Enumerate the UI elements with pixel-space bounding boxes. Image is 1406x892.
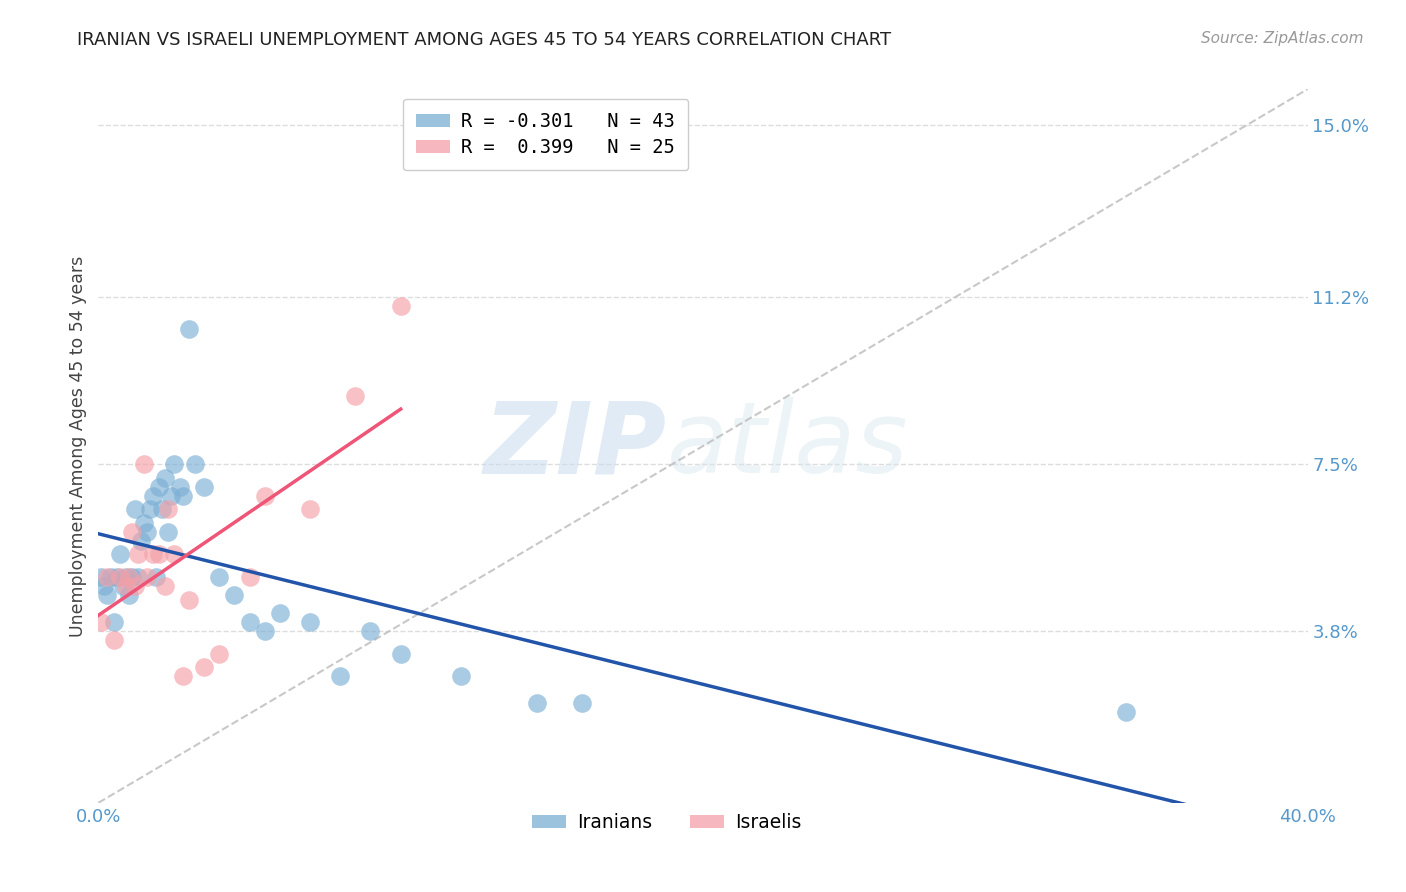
Point [224,588,246,602]
Point [344,389,367,403]
Point [299,615,322,629]
Point [169,480,191,494]
Point [145,570,167,584]
Text: Source: ZipAtlas.com: Source: ZipAtlas.com [1201,31,1364,46]
Point [253,624,276,639]
Legend: Iranians, Israelis: Iranians, Israelis [524,805,808,839]
Point [90,570,112,584]
Point [132,516,155,530]
Point [172,489,194,503]
Point [148,548,170,562]
Point [118,570,141,584]
Point [172,669,194,683]
Point [299,502,322,516]
Point [105,570,128,584]
Point [156,502,179,516]
Point [129,533,152,548]
Point [118,588,141,602]
Point [114,570,136,584]
Point [139,502,162,516]
Point [121,570,143,584]
Point [135,524,157,539]
Point [253,489,276,503]
Point [153,470,176,484]
Point [179,321,201,335]
Text: ZIP: ZIP [484,398,666,494]
Point [100,570,122,584]
Point [389,647,412,661]
Point [163,548,186,562]
Point [153,579,176,593]
Text: IRANIAN VS ISRAELI UNEMPLOYMENT AMONG AGES 45 TO 54 YEARS CORRELATION CHART: IRANIAN VS ISRAELI UNEMPLOYMENT AMONG AG… [77,31,891,49]
Point [114,579,136,593]
Point [239,615,262,629]
Point [93,579,115,593]
Point [571,697,593,711]
Point [127,548,149,562]
Point [142,548,165,562]
Point [179,592,201,607]
Point [96,570,118,584]
Point [208,647,231,661]
Point [132,457,155,471]
Point [96,588,118,602]
Point [208,570,231,584]
Point [450,669,472,683]
Point [193,480,215,494]
Point [111,579,134,593]
Point [239,570,262,584]
Point [526,697,548,711]
Point [135,570,157,584]
Point [269,606,291,620]
Point [150,502,173,516]
Point [329,669,352,683]
Point [103,633,125,648]
Point [124,579,146,593]
Point [127,570,149,584]
Point [1115,706,1137,720]
Point [90,615,112,629]
Point [124,502,146,516]
Point [163,457,186,471]
Text: atlas: atlas [666,398,908,494]
Point [156,524,179,539]
Point [160,489,183,503]
Point [360,624,382,639]
Y-axis label: Unemployment Among Ages 45 to 54 years: Unemployment Among Ages 45 to 54 years [69,255,87,637]
Point [148,480,170,494]
Point [193,660,215,674]
Point [103,615,125,629]
Point [121,524,143,539]
Point [108,570,131,584]
Point [108,548,131,562]
Point [184,457,207,471]
Point [142,489,165,503]
Point [389,299,412,313]
